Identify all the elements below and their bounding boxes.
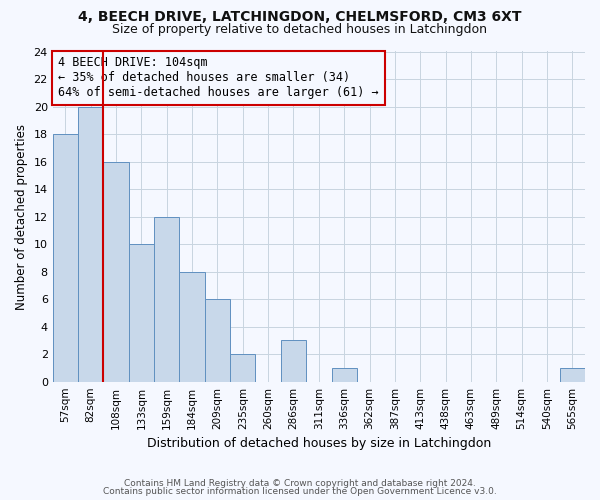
Bar [230,354,256,382]
X-axis label: Distribution of detached houses by size in Latchingdon: Distribution of detached houses by size … [147,437,491,450]
Text: 4, BEECH DRIVE, LATCHINGDON, CHELMSFORD, CM3 6XT: 4, BEECH DRIVE, LATCHINGDON, CHELMSFORD,… [78,10,522,24]
Y-axis label: Number of detached properties: Number of detached properties [15,124,28,310]
Text: 4 BEECH DRIVE: 104sqm
← 35% of detached houses are smaller (34)
64% of semi-deta: 4 BEECH DRIVE: 104sqm ← 35% of detached … [58,56,379,100]
Bar [53,134,78,382]
Text: Size of property relative to detached houses in Latchingdon: Size of property relative to detached ho… [113,22,487,36]
Bar [154,216,179,382]
Bar [332,368,357,382]
Bar [560,368,585,382]
Bar [205,299,230,382]
Bar [129,244,154,382]
Bar [103,162,129,382]
Text: Contains public sector information licensed under the Open Government Licence v3: Contains public sector information licen… [103,487,497,496]
Bar [179,272,205,382]
Bar [281,340,306,382]
Bar [78,106,103,382]
Text: Contains HM Land Registry data © Crown copyright and database right 2024.: Contains HM Land Registry data © Crown c… [124,478,476,488]
